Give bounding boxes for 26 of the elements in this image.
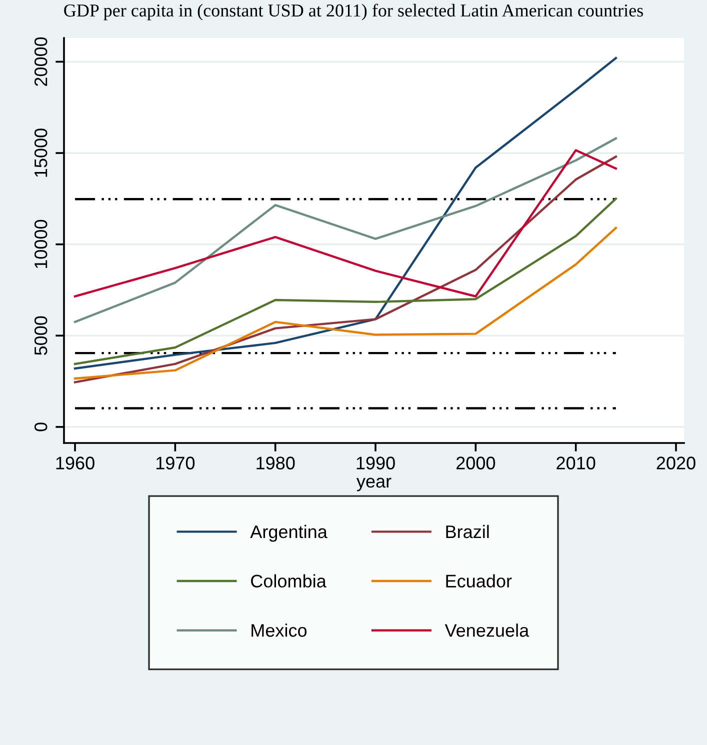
x-tick-label: 1990 [356,456,395,470]
x-tick-label: 2020 [656,456,696,470]
x-tick-label: 1980 [256,456,295,470]
x-tick-label: 2010 [556,456,596,470]
x-tick-label: 1960 [56,456,94,470]
legend-label: Mexico [252,624,307,637]
legend-label: Venezuela [444,624,530,637]
x-tick-label: 2000 [456,456,496,470]
line-series [74,137,617,324]
line-series [74,198,617,366]
legend-label: Ecuador [446,574,512,588]
legend-label: Brazil [446,524,489,538]
y-tick-label: 0 [34,422,48,432]
y-tick-label: 20000 [34,37,48,86]
x-tick-label: 1970 [156,456,195,470]
x-axis-title: year [356,478,392,492]
y-tick-label: 10000 [34,220,48,268]
legend-label: Colombia [251,574,326,588]
line-series [74,149,617,298]
y-tick-label: 5000 [34,316,48,355]
line-series [74,226,617,380]
legend-label: Argentina [250,524,328,542]
y-tick-label: 15000 [34,128,48,177]
line-series [74,156,617,384]
chart-title: GDP per capita in (constant USD at 2011) for selected Latin American countries [64,4,643,20]
line-series [74,56,617,370]
